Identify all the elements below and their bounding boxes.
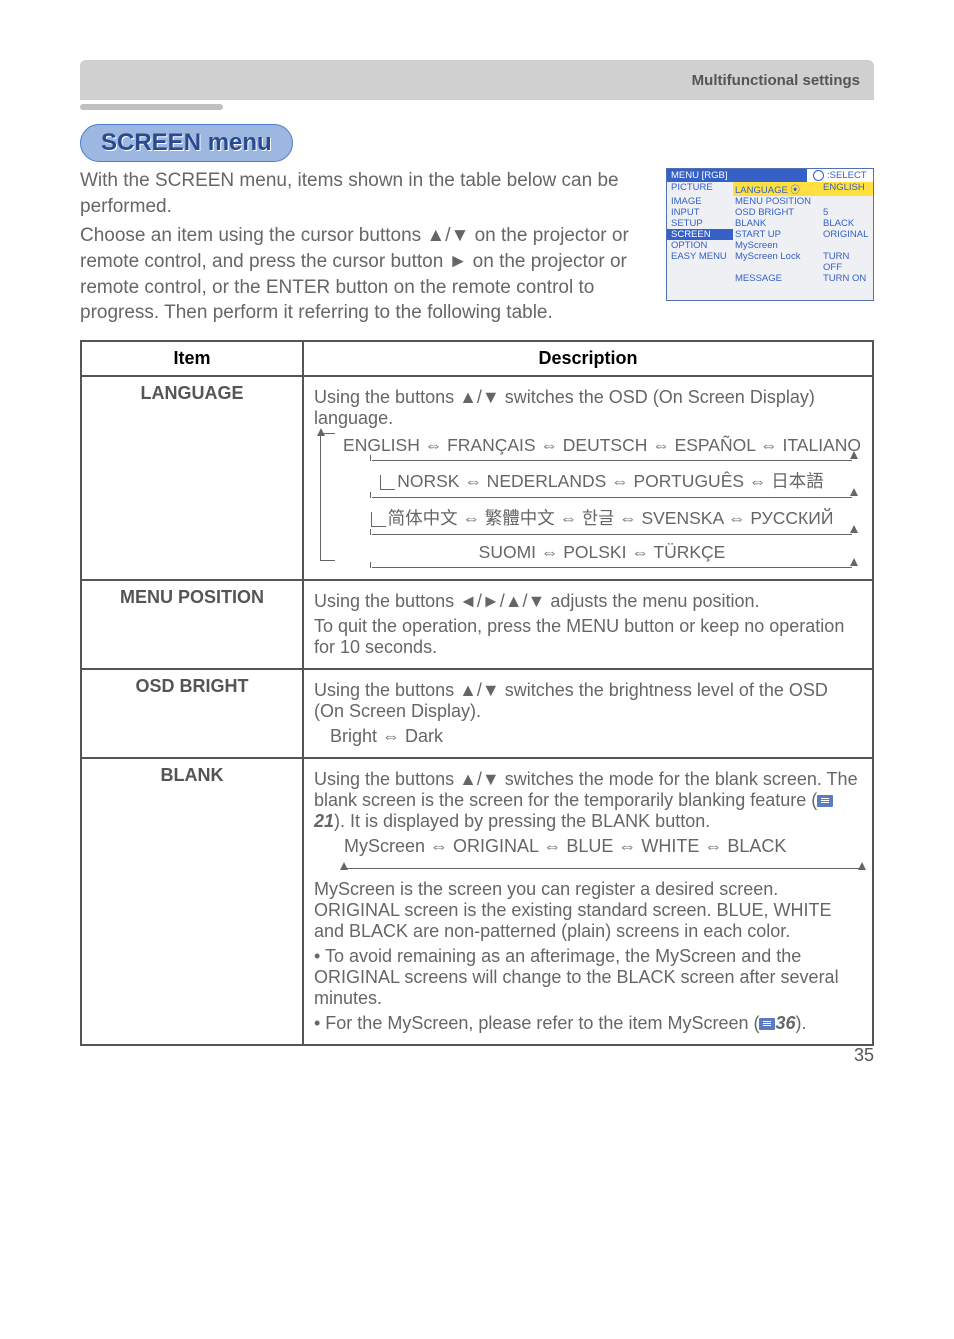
osd-left: IMAGE [667,196,733,207]
osd-mid: MyScreen [733,240,821,251]
blank-line1b: ). It is displayed by pressing the BLANK… [334,811,710,831]
osd-mid: OSD BRIGHT [733,207,821,218]
title-wrap: SCREEN menu [80,124,874,162]
osd-mid: START UP [733,229,821,240]
osd-left: INPUT [667,207,733,218]
row-language-item: LANGUAGE [81,376,303,580]
blank-line4a: • For the MyScreen, please refer to the … [314,1013,759,1033]
osdbright-line1: Using the buttons ▲/▼ switches the brigh… [314,680,862,722]
blank-ref2: 36 [775,1013,795,1033]
lang-line-4: SUOMI ⇔ POLSKI ⇔ TÜRKÇE [479,542,726,562]
osd-mid: BLANK [733,218,821,229]
osd-right: BLACK [821,218,873,229]
osd-right [821,240,873,251]
osd-left: SETUP [667,218,733,229]
page-title: SCREEN menu [80,124,293,162]
language-desc: Using the buttons ▲/▼ switches the OSD (… [314,387,862,429]
osd-header-right-text: :SELECT [827,170,867,181]
lang-line-3: 简体中文 ⇔ 繁體中文 ⇔ 한글 ⇔ SVENSKA ⇔ РУССКИЙ [388,508,834,528]
th-item: Item [81,341,303,376]
blank-ref1: 21 [314,811,334,831]
blank-cycle: MyScreen ⇔ ORIGINAL ⇔ BLUE ⇔ WHITE ⇔ BLA… [314,836,862,857]
osdbright-line2: Bright ⇔ Dark [314,726,862,747]
osd-left: SCREEN [667,229,733,240]
osd-right: ENGLISH [821,182,873,196]
lang-line-2: NORSK ⇔ NEDERLANDS ⇔ PORTUGUÊS ⇔ 日本語 [397,471,824,491]
language-cycle: ENGLISH ⇔ FRANÇAIS ⇔ DEUTSCH ⇔ ESPAÑOL ⇔… [314,433,862,573]
settings-table: Item Description LANGUAGE Using the butt… [80,340,874,1046]
menupos-line2: To quit the operation, press the MENU bu… [314,616,862,658]
select-icon [813,170,824,181]
osd-left: PICTURE [667,182,733,196]
osd-right: TURN OFF [821,251,873,273]
osd-mid: MyScreen Lock [733,251,821,273]
section-header-text: Multifunctional settings [692,72,860,89]
osd-mid: MESSAGE [733,273,821,284]
osd-preview: MENU [RGB] :SELECT PICTURELANGUAGE ⦿ENGL… [666,168,874,301]
osd-right: TURN ON [821,273,873,284]
blank-cycle-arrows [344,861,862,875]
osd-left: EASY MENU [667,251,733,273]
intro-paragraph-1: With the SCREEN menu, items shown in the… [80,168,656,219]
blank-line1: Using the buttons ▲/▼ switches the mode … [314,769,862,832]
section-header-bar: Multifunctional settings [80,60,874,100]
book-icon [817,795,833,807]
row-osdbright-item: OSD BRIGHT [81,669,303,758]
book-icon [759,1018,775,1030]
osd-right: 5 [821,207,873,218]
row-menupos-item: MENU POSITION [81,580,303,669]
blank-line2: MyScreen is the screen you can register … [314,879,862,942]
blank-line3: • To avoid remaining as an afterimage, t… [314,946,862,1009]
osd-mid: LANGUAGE ⦿ [733,182,821,196]
osd-header-right: :SELECT [807,169,873,182]
osd-left [667,273,733,284]
osd-right [821,196,873,207]
osd-right: ORIGINAL [821,229,873,240]
osd-header-left: MENU [RGB] [667,169,807,182]
blank-line1a: Using the buttons ▲/▼ switches the mode … [314,769,858,810]
intro-paragraph-2: Choose an item using the cursor buttons … [80,223,656,326]
lang-line-1: ENGLISH ⇔ FRANÇAIS ⇔ DEUTSCH ⇔ ESPAÑOL ⇔… [342,433,862,458]
menupos-line1: Using the buttons ◄/►/▲/▼ adjusts the me… [314,591,862,612]
blank-line4b: ). [796,1013,807,1033]
osd-left: OPTION [667,240,733,251]
row-blank-item: BLANK [81,758,303,1045]
osd-mid: MENU POSITION [733,196,821,207]
th-description: Description [303,341,873,376]
decor-bar [80,104,223,110]
page-number: 35 [854,1045,874,1066]
blank-line4: • For the MyScreen, please refer to the … [314,1013,862,1034]
